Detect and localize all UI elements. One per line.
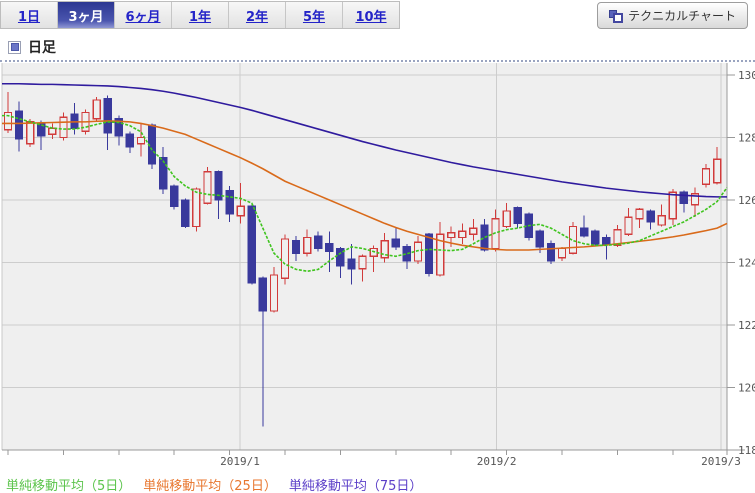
chart-area: 130 128 126 124 122 120 118 2019/1 2019/2 2019/3 [0,63,755,477]
svg-text:2019/3: 2019/3 [701,455,741,468]
dotted-divider [0,60,755,62]
svg-text:122: 122 [738,319,755,332]
svg-text:130: 130 [738,69,755,82]
period-tabbar: 1日 3ヶ月 6ヶ月 1年 2年 5年 10年 [0,1,400,29]
svg-text:118: 118 [738,444,755,457]
tab-2years[interactable]: 2年 [229,2,286,28]
technical-chart-button-label: テクニカルチャート [628,9,736,23]
legend-sma5: 単純移動平均（5日） [6,479,132,493]
gridlines [1,63,745,455]
svg-text:128: 128 [738,132,755,145]
tab-5years[interactable]: 5年 [286,2,343,28]
sma5-line [2,114,728,273]
svg-text:126: 126 [738,194,755,207]
technical-chart-button[interactable]: テクニカルチャート [597,2,748,29]
svg-text:2019/1: 2019/1 [220,455,260,468]
period-toolbar: 1日 3ヶ月 6ヶ月 1年 2年 5年 10年 テクニカルチャート [0,0,755,32]
svg-text:2019/2: 2019/2 [477,455,517,468]
tab-10years[interactable]: 10年 [355,9,387,25]
tab-3months[interactable]: 3ヶ月 [58,2,115,28]
windows-icon [609,9,624,23]
chart-subheader: 日足 [8,38,56,56]
price-chart-svg: 130 128 126 124 122 120 118 2019/1 2019/2 2019/3 [1,63,755,468]
chart-legend: 単純移動平均（5日） 単純移動平均（25日） 単純移動平均（75日） [6,476,422,493]
chart-type-title: 日足 [28,40,56,56]
tab-1year[interactable]: 1年 [172,2,229,28]
legend-sma75: 単純移動平均（75日） [288,479,423,493]
candles [3,92,722,427]
svg-text:120: 120 [738,382,755,395]
sma75-line [2,82,727,198]
legend-sma25: 単純移動平均（25日） [143,479,277,493]
svg-text:124: 124 [738,257,755,270]
bullet-square-icon [8,40,21,54]
tab-6months[interactable]: 6ヶ月 [115,2,172,28]
tab-1day[interactable]: 1日 [1,2,58,28]
